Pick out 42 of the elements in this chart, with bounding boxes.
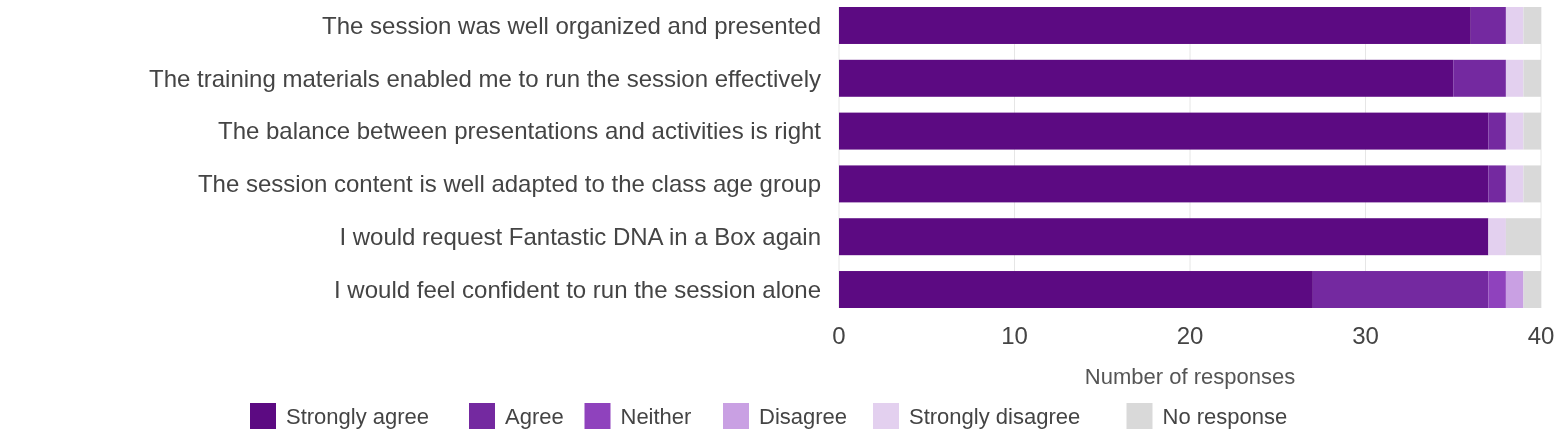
bar <box>1312 271 1489 308</box>
x-axis-title: Number of responses <box>1084 364 1296 389</box>
bar <box>839 59 1454 97</box>
x-tick-label: 30 <box>1352 322 1379 349</box>
bar <box>1505 165 1524 203</box>
x-tick-label: 40 <box>1527 322 1555 349</box>
bar <box>839 7 1471 44</box>
bar <box>1523 7 1541 44</box>
bar <box>1505 218 1541 256</box>
x-tick-label: 10 <box>1001 322 1028 349</box>
bar <box>1505 271 1524 308</box>
y-tick-label: The training materials enabled me to run the session effectively <box>149 64 821 92</box>
bar <box>1523 112 1541 150</box>
y-tick-label: The balance between presentations and activities is right <box>217 117 822 145</box>
bar <box>1505 59 1524 97</box>
bar <box>1488 218 1506 256</box>
bar <box>1523 271 1541 308</box>
legend-label: No response <box>1162 403 1288 429</box>
y-tick-label: The session was well organized and presented <box>322 11 821 39</box>
y-tick-label: I would feel confident to run the session alone <box>334 275 821 303</box>
bar <box>839 271 1313 308</box>
bar <box>1488 165 1506 203</box>
bar <box>1488 271 1506 308</box>
x-tick-label: 0 <box>832 322 846 349</box>
bar <box>839 112 1489 150</box>
legend-label: Agree <box>505 403 564 429</box>
legend-label: Strongly agree <box>286 403 430 429</box>
bar <box>1523 59 1541 97</box>
y-tick-label: I would request Fantastic DNA in a Box again <box>339 223 821 251</box>
x-tick-label: 20 <box>1176 322 1204 349</box>
bar <box>1505 112 1524 150</box>
legend-label: Disagree <box>759 403 848 429</box>
bar <box>1488 112 1506 150</box>
legend-label: Strongly disagree <box>909 403 1081 429</box>
bar <box>1453 59 1506 97</box>
bar <box>1523 165 1541 203</box>
legend-label: Neither <box>620 403 692 429</box>
bar <box>1470 7 1506 44</box>
bar <box>1505 7 1524 44</box>
bar <box>839 218 1489 256</box>
y-tick-label: The session content is well adapted to the class age group <box>197 170 821 198</box>
bar <box>839 165 1489 203</box>
